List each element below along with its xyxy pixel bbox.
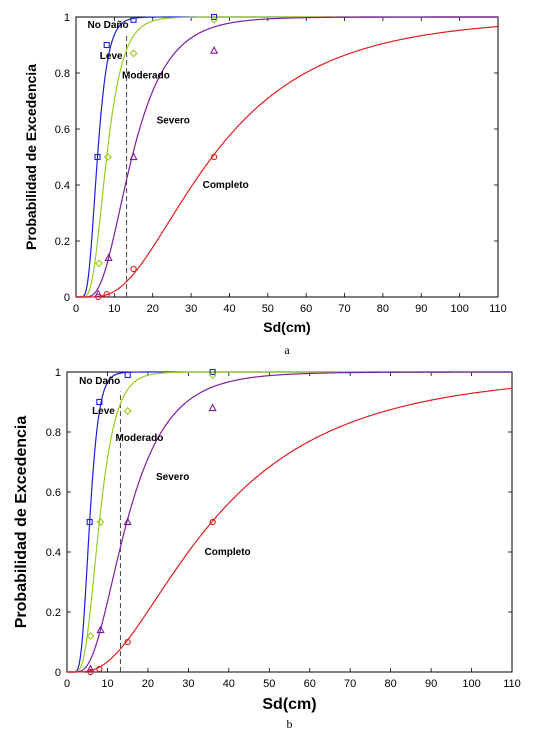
chart-panel-a: 0 10 20 30 40 50 60 70 80 90 100 110 0 0.2 0.4 0.6 0.8 1 S… (23, 12, 507, 357)
data-point-square (124, 371, 131, 379)
x-tick-label: 110 (489, 303, 507, 315)
x-tick-label: 80 (377, 303, 389, 315)
fragility-curve-2 (76, 16, 498, 298)
data-point-triangle (94, 289, 103, 298)
x-tick-label: 20 (142, 678, 154, 690)
data-point-diamond (86, 632, 95, 640)
y-tick-label: 0.4 (46, 547, 61, 559)
plot-frame (75, 16, 499, 298)
fragility-curve-1 (76, 16, 498, 298)
chart-panel-b: 0 10 20 30 40 50 60 70 80 90 100 110 0 0.2 0.4 0.6 0.8 1 S… (13, 367, 521, 731)
x-tick-label: 80 (385, 678, 397, 690)
data-point-square (96, 398, 103, 406)
data-point-diamond (210, 15, 219, 24)
x-tick-label: 10 (101, 678, 113, 690)
y-axis-title: Probabilidad de Excedencia (23, 64, 39, 250)
x-tick-label: 10 (108, 303, 120, 315)
x-tick-label: 60 (304, 678, 316, 690)
data-point-circle (124, 638, 131, 646)
x-tick-label: 60 (300, 303, 312, 315)
data-point-square (211, 13, 218, 21)
curve-label: Moderado (122, 71, 170, 82)
x-tick-label: 90 (425, 678, 437, 690)
data-point-square (209, 368, 216, 376)
y-tick-label: 0.8 (46, 427, 61, 439)
x-tick-label: 70 (344, 678, 356, 690)
y-tick-label: 0.8 (55, 68, 70, 80)
data-point-diamond (103, 153, 112, 161)
data-point-diamond (208, 371, 217, 379)
y-tick-label: 0.6 (46, 487, 61, 499)
x-tick-label: 50 (263, 678, 275, 690)
y-tick-label: 0.4 (55, 180, 70, 192)
data-point-diamond (123, 407, 132, 415)
data-point-circle (210, 153, 218, 161)
curve-label: Completo (205, 547, 251, 558)
curve-label: Leve (100, 51, 123, 62)
curve-label: Completo (203, 180, 249, 191)
x-tick-label: 30 (185, 303, 197, 315)
data-point-triangle (208, 403, 217, 412)
data-point-square (130, 16, 137, 23)
x-tick-label: 50 (262, 303, 274, 315)
y-tick-label: 1 (64, 12, 70, 24)
data-point-diamond (95, 259, 103, 268)
x-tick-label: 70 (338, 303, 350, 315)
y-tick-label: 0.6 (55, 124, 70, 136)
data-point-triangle (129, 152, 138, 161)
curve-label: Severo (156, 472, 189, 483)
data-point-circle (130, 265, 137, 273)
plot-area (76, 16, 498, 298)
data-point-diamond (129, 49, 138, 58)
y-tick-label: 0.2 (55, 236, 70, 248)
data-point-square (103, 41, 110, 49)
data-point-diamond (96, 518, 105, 526)
x-tick-label: 0 (73, 303, 79, 315)
curve-label: No Daño (88, 20, 129, 31)
x-tick-label: 20 (147, 303, 159, 315)
data-point-circle (209, 518, 216, 526)
data-point-triangle (86, 664, 95, 673)
fragility-curve-3 (76, 25, 498, 298)
y-tick-label: 1 (55, 367, 61, 379)
y-tick-label: 0 (64, 292, 70, 304)
data-point-triangle (96, 625, 105, 634)
x-tick-label: 30 (182, 678, 194, 690)
y-tick-label: 0 (55, 667, 61, 679)
data-point-circle (87, 668, 94, 676)
x-tick-label: 100 (462, 678, 480, 690)
fragility-curve-2 (67, 371, 512, 673)
x-tick-label: 100 (450, 303, 468, 315)
data-point-circle (96, 665, 103, 673)
x-tick-label: 0 (64, 678, 70, 690)
y-axis-title: Probabilidad de Excedencia (13, 416, 30, 629)
panel-caption: b (287, 717, 293, 731)
x-tick-label: 90 (415, 303, 427, 315)
data-point-square (86, 518, 93, 526)
y-tick-label: 0.2 (46, 607, 61, 619)
x-tick-label: 40 (223, 303, 235, 315)
fragility-curve-0 (76, 16, 498, 298)
fragility-curve-3 (67, 387, 512, 673)
x-axis-title: Sd(cm) (262, 696, 316, 713)
panel-caption: a (284, 343, 290, 357)
x-tick-label: 40 (223, 678, 235, 690)
curve-label: Moderado (116, 433, 164, 444)
data-point-triangle (104, 253, 113, 261)
plot-frame (66, 371, 513, 673)
data-point-circle (95, 293, 102, 301)
fragility-curve-1 (67, 371, 512, 673)
data-point-square (94, 153, 101, 161)
x-axis-title: Sd(cm) (263, 319, 310, 335)
data-point-circle (103, 291, 110, 298)
curve-label: Severo (157, 115, 190, 126)
fragility-curve-0 (67, 371, 512, 673)
curve-label: No Daño (79, 376, 120, 387)
plot-area (67, 371, 512, 673)
data-point-triangle (209, 46, 219, 54)
x-tick-label: 110 (503, 678, 521, 690)
data-point-triangle (123, 517, 132, 526)
curve-label: Leve (92, 406, 115, 417)
